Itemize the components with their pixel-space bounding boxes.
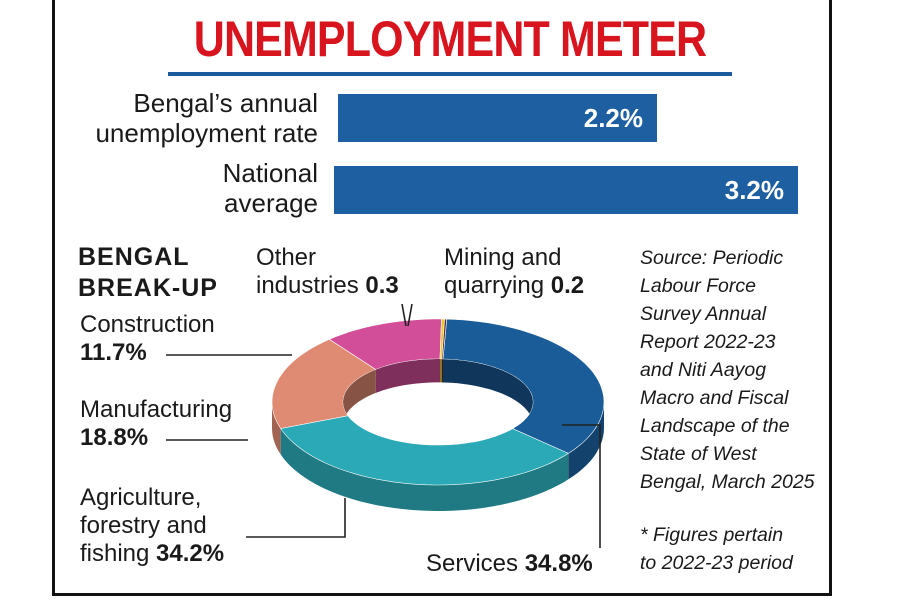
leader-agriculture (246, 498, 346, 538)
donut-outer-wall-agriculture-forestry-and-fishing (280, 428, 569, 511)
source-line: State of West (640, 443, 757, 465)
label-manufacturing: Manufacturing 18.8% (80, 396, 232, 452)
label-construction: Construction 11.7% (80, 311, 215, 367)
source-line: Macro and Fiscal (640, 387, 789, 409)
source-line: Source: Periodic (640, 247, 784, 269)
donut-inner-wall-construction (375, 359, 440, 393)
leader-other-industries (401, 303, 407, 327)
label-manufacturing-name: Manufacturing (80, 396, 233, 423)
bar-label-national: National average (56, 158, 318, 218)
note-line: to 2022-23 period (640, 552, 793, 574)
label-mining-line1: Mining and (444, 244, 562, 271)
source-line: Bengal, March 2025 (640, 471, 815, 493)
source-line: Report 2022-23 (640, 331, 776, 353)
label-agri-value: 34.2% (156, 540, 225, 567)
label-other-value: 0.3 (365, 272, 399, 299)
donut-inner-wall-mining-and-quarrying (441, 359, 443, 383)
donut-inner-wall-other-industries (440, 359, 442, 383)
bar-label-national-line2: average (224, 188, 318, 218)
bar-value-national: 3.2% (724, 175, 784, 205)
bar-label-bengal-line2: unemployment rate (95, 118, 318, 148)
source-line: Landscape of the (640, 415, 790, 437)
label-mining-value: 0.2 (550, 272, 585, 299)
breakup-heading-line2: BREAK-UP (78, 274, 218, 302)
label-agri-line3: fishing (80, 540, 150, 567)
label-agriculture: Agriculture, forestry and fishing 34.2% (80, 484, 224, 568)
label-services-value: 34.8% (524, 550, 593, 577)
label-other-industries: Other industries 0.3 (256, 244, 399, 300)
source-note: Source: Periodic Labour Force Survey Ann… (640, 244, 830, 496)
breakup-heading: BENGAL BREAK-UP (78, 242, 218, 304)
label-manufacturing-value: 18.8% (80, 424, 149, 451)
bar-label-bengal: Bengal’s annual unemployment rate (56, 88, 318, 148)
label-mining: Mining and quarrying 0.2 (444, 244, 584, 300)
bar-national: 3.2% (334, 166, 798, 214)
label-construction-value: 11.7% (80, 339, 147, 366)
leader-services (562, 424, 601, 548)
label-agri-line1: Agriculture, (80, 484, 202, 511)
bar-label-bengal-line1: Bengal’s annual (133, 88, 318, 118)
label-other-line1: Other (256, 244, 317, 271)
frame-border (52, 0, 832, 596)
bar-bengal: 2.2% (338, 94, 657, 142)
bar-label-national-line1: National (222, 158, 318, 188)
label-other-line2: industries (256, 272, 359, 299)
label-agri-line2: forestry and (80, 512, 207, 539)
source-line: and Niti Aayog (640, 359, 767, 381)
leader-mining (407, 303, 413, 327)
donut-inner-wall-services (443, 359, 533, 426)
label-services: Services 34.8% (426, 550, 593, 578)
chart-title: UNEMPLOYMENT METER (193, 11, 707, 67)
note-line: * Figures pertain (640, 524, 784, 546)
source-line: Survey Annual (640, 303, 767, 325)
donut-inner-wall-manufacturing (343, 369, 376, 426)
title-underline (168, 72, 732, 76)
label-services-name: Services (426, 550, 519, 577)
breakup-heading-line1: BENGAL (78, 243, 190, 271)
label-construction-name: Construction (80, 311, 215, 338)
label-mining-line2: quarrying (444, 272, 545, 299)
donut-outer-wall-manufacturing (272, 402, 281, 455)
donut-outer-wall-services (568, 402, 604, 480)
period-note: * Figures pertain to 2022-23 period (640, 521, 830, 577)
bar-value-bengal: 2.2% (583, 103, 643, 133)
source-line: Labour Force (640, 275, 756, 297)
